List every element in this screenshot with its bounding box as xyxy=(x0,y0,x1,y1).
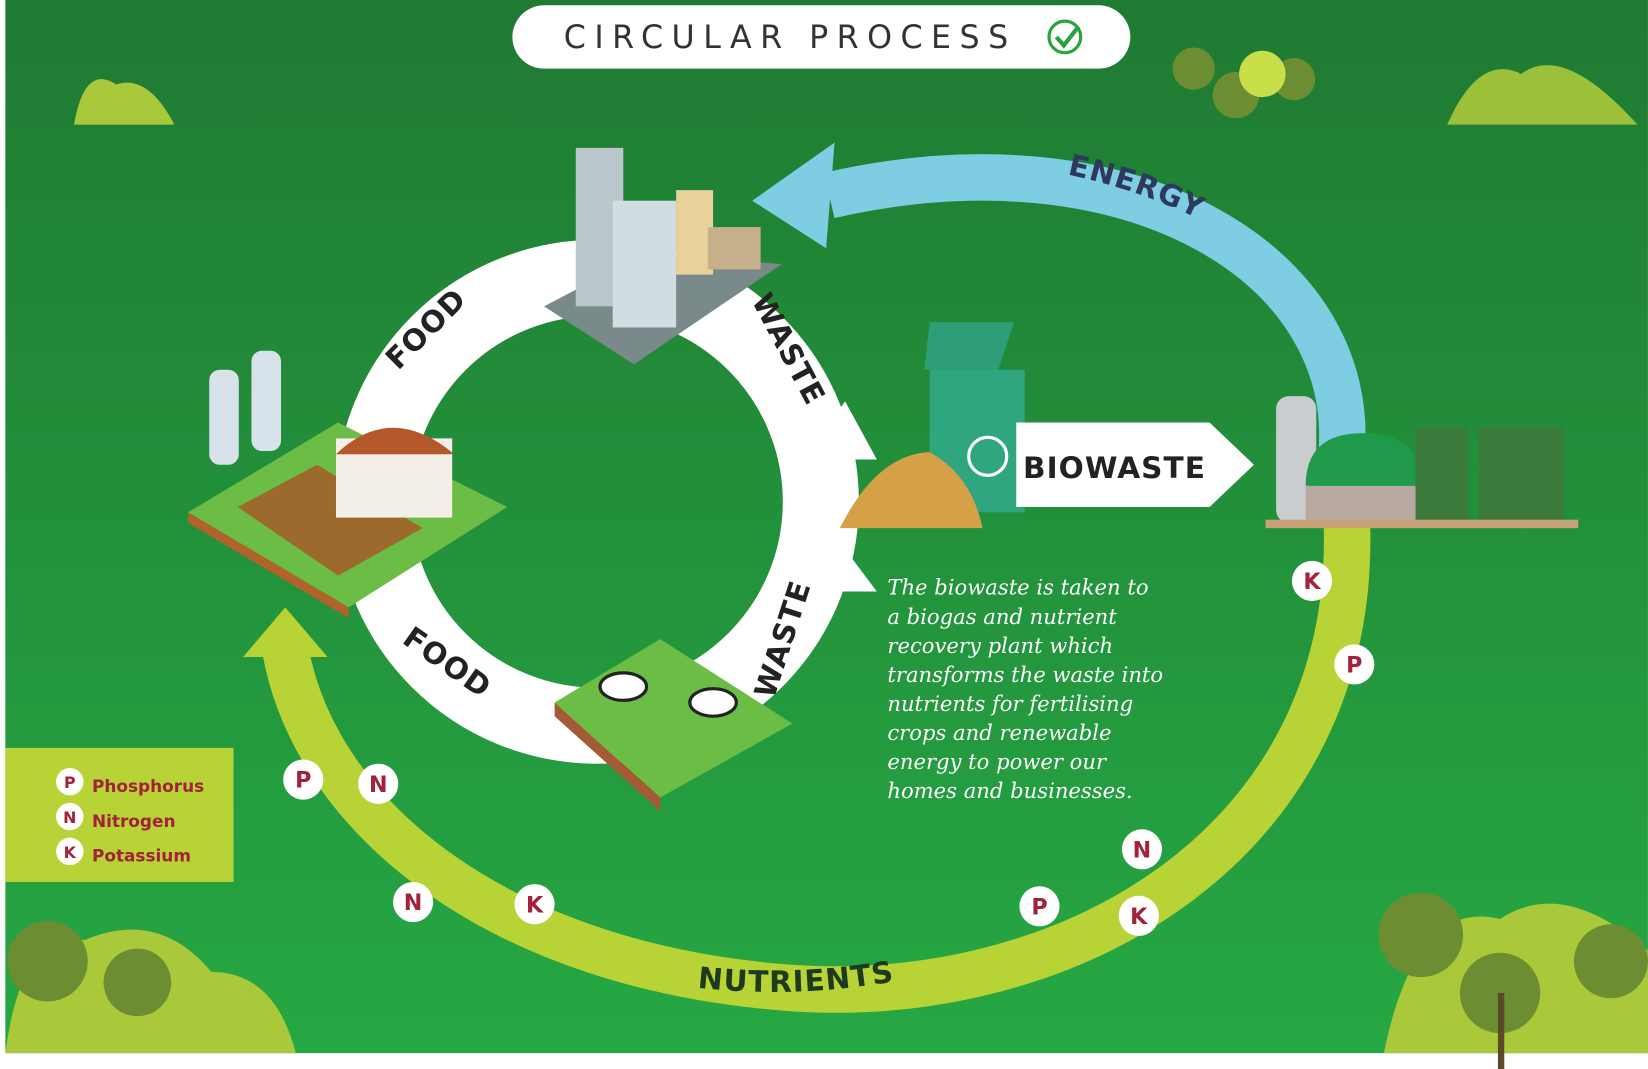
description-line: recovery plant which xyxy=(887,633,1113,658)
legend-name: Nitrogen xyxy=(92,811,176,831)
description-line: nutrients for fertilising xyxy=(887,691,1133,716)
description-line: The biowaste is taken to xyxy=(887,575,1148,600)
badge-letter: P xyxy=(1031,894,1047,920)
badge-letter: K xyxy=(526,892,544,918)
description-line: a biogas and nutrient xyxy=(887,604,1117,629)
badge-letter: N xyxy=(404,890,423,916)
diagram: CIRCULAR PROCESS ENERGY NUTRIENTS FOOD W… xyxy=(0,0,1648,1069)
description-line: transforms the waste into xyxy=(887,662,1163,687)
title: CIRCULAR PROCESS xyxy=(564,20,1017,56)
biowaste-label: BIOWASTE xyxy=(1023,451,1206,485)
badge-letter: N xyxy=(1133,837,1152,863)
legend-name: Phosphorus xyxy=(92,776,204,796)
description-line: energy to power our xyxy=(887,749,1108,774)
legend-letter: P xyxy=(64,773,76,792)
badge-letter: K xyxy=(1130,904,1148,930)
description-line: crops and renewable xyxy=(887,720,1111,745)
badge-letter: K xyxy=(1303,569,1321,595)
description-line: homes and businesses. xyxy=(887,778,1132,803)
badge-letter: P xyxy=(295,768,311,794)
legend-letter: N xyxy=(63,808,76,827)
legend-letter: K xyxy=(64,843,77,862)
badge-letter: N xyxy=(369,772,388,798)
legend-name: Potassium xyxy=(92,846,191,866)
badge-letter: P xyxy=(1346,652,1362,678)
